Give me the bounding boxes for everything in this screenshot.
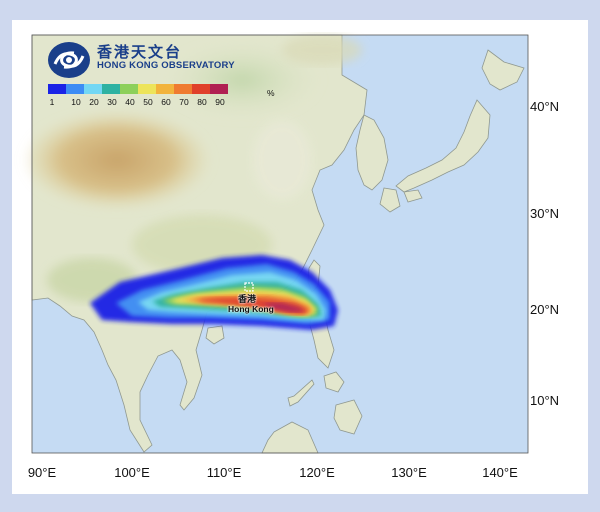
legend-swatch — [66, 84, 84, 94]
legend-swatch — [48, 84, 66, 94]
lon-label-120e: 120°E — [299, 465, 335, 480]
map-frame: 40°N 30°N 20°N 10°N 90°E 100°E 110°E 120… — [12, 20, 588, 494]
legend-tick-label: 80 — [197, 97, 207, 107]
legend-tick-label: 60 — [161, 97, 171, 107]
japan-kyushu — [379, 187, 401, 213]
city-label-cn: 香港 — [238, 295, 257, 305]
legend-unit: % — [267, 88, 275, 98]
legend-swatch — [156, 84, 174, 94]
legend-tick-label: 1 — [49, 97, 55, 107]
japan-hokkaido — [481, 49, 525, 91]
legend-swatch — [210, 84, 228, 94]
logo-name-en: HONG KONG OBSERVATORY — [97, 60, 235, 71]
lon-label-130e: 130°E — [391, 465, 427, 480]
lat-label-20n: 20°N — [530, 302, 560, 317]
legend-swatch — [84, 84, 102, 94]
legend-tick-label: 70 — [179, 97, 189, 107]
legend-swatch — [120, 84, 138, 94]
lat-label-30n: 30°N — [530, 206, 560, 221]
legend-tick-label: 20 — [89, 97, 99, 107]
korean-peninsula — [355, 114, 389, 191]
lon-label-110e: 110°E — [206, 465, 242, 480]
lon-label-90e: 90°E — [27, 465, 57, 480]
map-canvas — [22, 34, 529, 454]
strike-probability-plume — [90, 255, 338, 330]
lon-label-100e: 100°E — [114, 465, 150, 480]
legend-tick-label: 90 — [215, 97, 225, 107]
legend-swatch — [138, 84, 156, 94]
hko-emblem-icon — [48, 42, 90, 78]
map-border — [31, 34, 529, 454]
logo-name-cn: 香港天文台 — [97, 43, 183, 61]
lon-label-140e: 140°E — [482, 465, 518, 480]
legend-swatch — [174, 84, 192, 94]
legend-tick-label: 30 — [107, 97, 117, 107]
lat-label-10n: 10°N — [530, 393, 560, 408]
philippines-mindanao — [333, 399, 363, 435]
legend-tick-label: 50 — [143, 97, 153, 107]
legend-tick-label: 40 — [125, 97, 135, 107]
hainan — [205, 325, 225, 345]
lat-label-40n: 40°N — [530, 99, 560, 114]
legend-swatch — [102, 84, 120, 94]
hong-kong-marker — [244, 282, 254, 292]
legend-tick-label: 10 — [71, 97, 81, 107]
philippines-visayas — [323, 371, 345, 393]
japan-shikoku — [403, 189, 423, 203]
city-label-en: Hong Kong — [228, 304, 274, 314]
palawan — [287, 379, 315, 407]
legend-swatch — [192, 84, 210, 94]
